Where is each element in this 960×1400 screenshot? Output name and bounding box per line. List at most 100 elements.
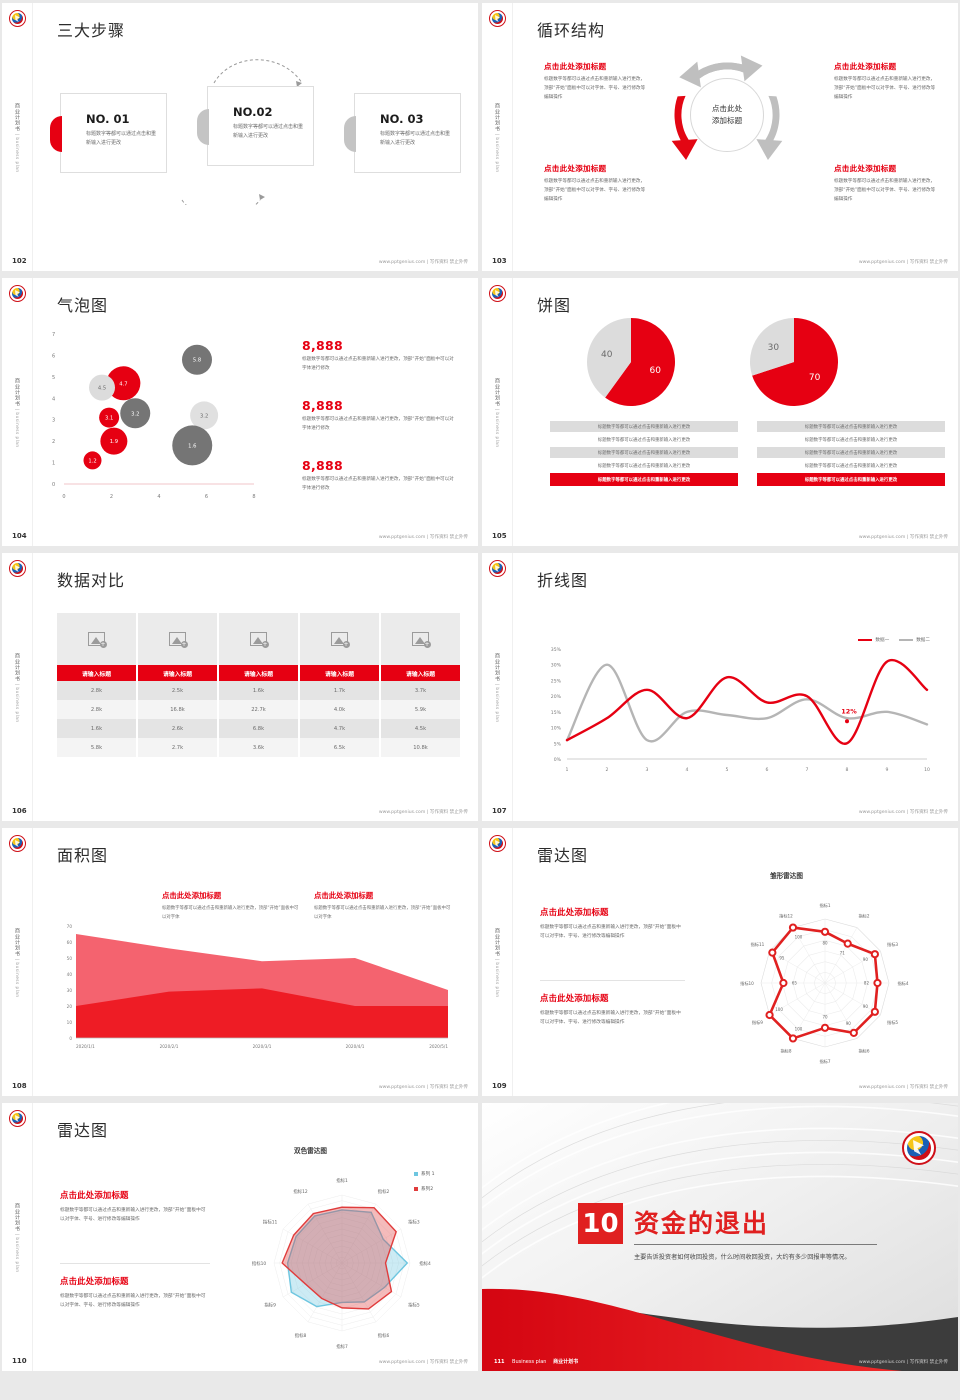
footer-watermark: www.pptgenius.com | 写作资料 禁止外传 [378, 1360, 468, 1365]
step-accent-1 [50, 116, 62, 152]
svg-text:9: 9 [886, 767, 889, 773]
footer-cn-label: 商业计划书 [553, 1359, 579, 1365]
svg-text:50: 50 [67, 956, 73, 961]
pie-legend-bar[interactable]: 标题数字等都可以通过点击和重新输入进行更改 [757, 421, 945, 432]
slide-106: 商业计划书 | business plan 数据对比 + + + + + 请输入标题 请输入… [2, 553, 478, 821]
svg-text:10%: 10% [551, 726, 562, 732]
step-desc-1: 标题数字等都可以通过点击和重新输入进行更改 [86, 131, 157, 147]
add-image-icon[interactable]: + [57, 613, 138, 665]
svg-text:指标11: 指标11 [263, 1219, 278, 1226]
divider [512, 828, 513, 1096]
svg-text:60: 60 [67, 940, 73, 945]
cycle-head-4: 点击此处添加标题 [834, 164, 897, 173]
stat-value-2: 8,888 [302, 398, 344, 413]
table-cell: 4.5k [381, 719, 462, 738]
table-row: 2.8k 2.5k 1.6k 1.7k 3.7k [57, 681, 462, 700]
radar-note-head-1: 点击此处添加标题 [540, 907, 609, 917]
svg-text:80: 80 [822, 940, 828, 945]
slide-109: 商业计划书 | business plan 雷达图 雏形雷达图 点击此处添加标题… [482, 828, 958, 1096]
add-image-icon[interactable]: + [138, 613, 219, 665]
svg-text:指标6: 指标6 [378, 1332, 390, 1339]
svg-text:3.1: 3.1 [105, 416, 113, 422]
step-desc-2: 标题数字等都可以通过点击和重新输入进行更改 [233, 124, 304, 140]
step-card-1[interactable]: NO. 01 标题数字等都可以通过点击和重新输入进行更改 [50, 93, 167, 173]
pie-chart-right: 70 30 [750, 318, 838, 410]
data-comparison-table: + + + + + 请输入标题 请输入标题 请输入标题 请输入标题 请输入标题 2.8k 2.5k 1.… [57, 613, 462, 757]
pie-legend-bar[interactable]: 标题数字等都可以通过点击和重新输入进行更改 [757, 460, 945, 471]
pie-legend-bar[interactable]: 标题数字等都可以通过点击和重新输入进行更改 [550, 434, 738, 445]
svg-text:82: 82 [864, 981, 870, 986]
page-title: 面积图 [57, 846, 109, 865]
page-title: 雷达图 [57, 1121, 109, 1140]
svg-text:65: 65 [792, 981, 798, 986]
table-cell: 2.8k [57, 681, 138, 700]
svg-text:70: 70 [67, 924, 73, 929]
svg-text:指标1: 指标1 [819, 902, 830, 909]
radar-chart-single: 指标1 指标2 指标3 指标4 指标5 指标6 指标7 指标8 指标9 指标10 指标11 指标12 8… [710, 880, 940, 1085]
step-card-3[interactable]: NO. 03 标题数字等都可以通过点击和重新输入进行更改 [344, 93, 461, 173]
svg-text:指标6: 指标6 [858, 1048, 869, 1055]
svg-text:8: 8 [252, 494, 255, 500]
svg-text:指标8: 指标8 [780, 1048, 791, 1055]
table-cell: 5.8k [57, 738, 138, 757]
svg-text:指标4: 指标4 [419, 1260, 431, 1267]
pie-legend-bar[interactable]: 标题数字等都可以通过点击和重新输入进行更改 [550, 421, 738, 432]
svg-text:指标9: 指标9 [264, 1302, 276, 1309]
company-logo-large [902, 1131, 936, 1165]
svg-text:2: 2 [52, 439, 55, 445]
step-number-2: NO.02 [233, 105, 273, 119]
svg-text:95: 95 [779, 956, 785, 961]
cycle-center-label[interactable]: 点击此处 添加标题 [690, 78, 764, 152]
company-logo [9, 1110, 26, 1127]
svg-text:指标8: 指标8 [295, 1332, 307, 1339]
table-cell: 3.6k [219, 738, 300, 757]
radar-legend-series1[interactable]: 系列 1 [414, 1171, 435, 1177]
svg-text:0: 0 [62, 494, 65, 500]
pie-legend-bar[interactable]: 标题数字等都可以通过点击和重新输入进行更改 [757, 447, 945, 458]
vertical-label: 商业计划书 | business plan [14, 103, 20, 173]
add-image-icon[interactable]: + [219, 613, 300, 665]
line-chart: 0% 5% 10% 15% 20% 25% 30% 35% 1 2 3 4 5 6 7 8 9 10 12% [537, 641, 937, 786]
svg-text:100: 100 [775, 1007, 783, 1012]
pie-legend-bar[interactable]: 标题数字等都可以通过点击和重新输入进行更改 [550, 447, 738, 458]
radar-note-separator [540, 980, 685, 981]
cycle-body-3: 标题数字等都可以通过点击和重新输入进行更改，顶部“开始”面板中可以对字体、字号、… [544, 179, 646, 202]
pie-legend-bar[interactable]: 标题数字等都可以通过点击和重新输入进行更改 [757, 434, 945, 445]
svg-text:30: 30 [768, 343, 780, 353]
add-image-icon[interactable]: + [381, 613, 462, 665]
page-title: 折线图 [537, 571, 589, 590]
radar-legend-series2[interactable]: 系列2 [414, 1186, 433, 1192]
page-number: 104 [12, 532, 27, 540]
step-accent-2 [197, 109, 209, 145]
bubble-chart: 0 1 2 3 4 5 6 7 0 2 4 6 8 1.2 1.9 3.1 4.7 4.5 3.2 5.8 3.2 1.6 [42, 326, 262, 506]
svg-text:2: 2 [110, 494, 113, 500]
vertical-label: 商业计划书 | business plan [14, 653, 20, 723]
vertical-label: 商业计划书 | business plan [494, 653, 500, 723]
page-number: 111 [494, 1359, 505, 1365]
svg-text:2020/5/1: 2020/5/1 [429, 1044, 448, 1049]
add-image-icon[interactable]: + [300, 613, 381, 665]
table-column-header: 请输入标题 [138, 665, 219, 681]
table-image-row: + + + + + [57, 613, 462, 665]
svg-text:100: 100 [795, 935, 803, 940]
slide-111: 10 资金的退出 主要告诉投资者如何收回投资，什么时间收回投资，大约有多少回报率… [482, 1103, 958, 1371]
line-legend-item[interactable]: 数据一 [858, 637, 889, 643]
pie-legend-bar-highlight[interactable]: 标题数字等都可以通过点击和重新输入进行更改 [757, 473, 945, 486]
svg-text:指标12: 指标12 [779, 912, 793, 919]
line-legend-item[interactable]: 数据二 [899, 637, 930, 643]
svg-text:1.6: 1.6 [188, 443, 196, 449]
svg-text:0: 0 [52, 482, 55, 488]
svg-text:指标9: 指标9 [752, 1019, 763, 1026]
svg-text:90: 90 [863, 957, 869, 962]
footer-watermark: www.pptgenius.com | 写作资料 禁止外传 [378, 260, 468, 265]
slide-103: 商业计划书 | business plan 循环结构 点击此处添加标题 标题数字… [482, 3, 958, 271]
svg-text:7: 7 [806, 767, 809, 773]
step-card-2[interactable]: NO.02 标题数字等都可以通过点击和重新输入进行更改 [197, 86, 314, 166]
svg-text:3: 3 [52, 418, 55, 424]
pie-legend-bar[interactable]: 标题数字等都可以通过点击和重新输入进行更改 [550, 460, 738, 471]
title-underline [634, 1244, 877, 1245]
table-cell: 2.5k [138, 681, 219, 700]
pie-legend-bar-highlight[interactable]: 标题数字等都可以通过点击和重新输入进行更改 [550, 473, 738, 486]
vertical-label-en: business plan [15, 137, 20, 173]
svg-text:20: 20 [67, 1004, 73, 1009]
